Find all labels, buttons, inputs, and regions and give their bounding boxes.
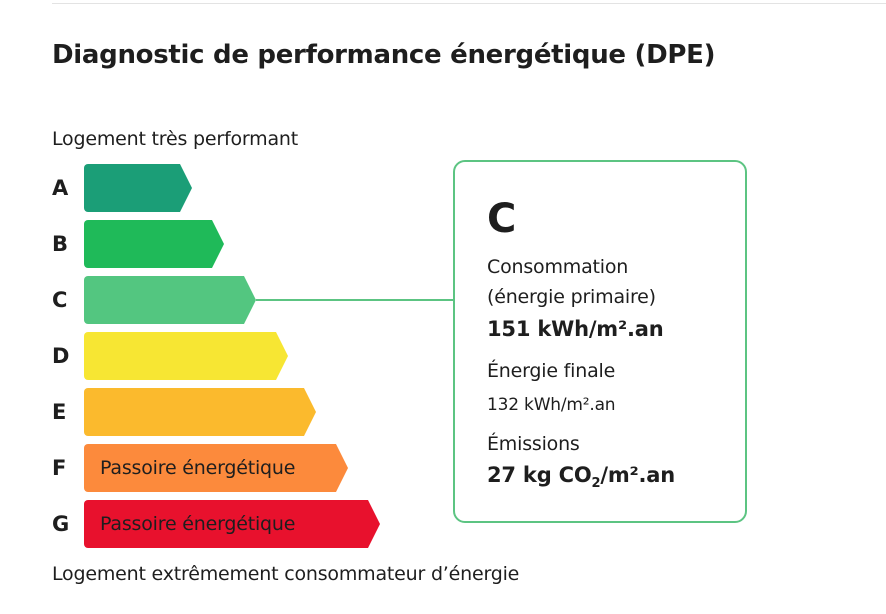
emissions-value-subscript: 2 <box>591 476 601 491</box>
scale-letter: E <box>52 400 67 424</box>
scale-bar-d <box>84 332 288 380</box>
scale-bar-arrow-tip <box>332 444 348 492</box>
scale-bar-arrow-tip <box>240 276 256 324</box>
scale-bar-e <box>84 388 316 436</box>
result-class-letter: C <box>487 196 517 242</box>
consumption-value: 151 kWh/m².an <box>487 317 664 341</box>
scale-letter: D <box>52 344 70 368</box>
emissions-value-prefix: 27 kg CO <box>487 463 592 487</box>
scale-bar-f: Passoire énergétique <box>84 444 348 492</box>
scale-letter: G <box>52 512 70 536</box>
emissions-value-suffix: /m².an <box>600 463 676 487</box>
scale-letter: B <box>52 232 69 256</box>
consumption-label-2: (énergie primaire) <box>487 286 656 308</box>
scale-bar-arrow-tip <box>272 332 288 380</box>
scale-letter: F <box>52 456 67 480</box>
current-class-connector <box>256 299 454 301</box>
scale-bar-label: Passoire énergétique <box>100 513 296 535</box>
scale-bar-g: Passoire énergétique <box>84 500 380 548</box>
scale-letter: C <box>52 288 68 312</box>
top-divider <box>52 3 886 4</box>
scale-top-caption: Logement très performant <box>52 128 299 150</box>
emissions-value: 27 kg CO2/m².an <box>487 463 676 491</box>
scale-bottom-caption: Logement extrêmement consommateur d’éner… <box>52 563 520 585</box>
final-energy-label: Énergie finale <box>487 360 616 382</box>
result-card: C Consommation (énergie primaire) 151 kW… <box>453 160 747 523</box>
scale-bar-arrow-tip <box>208 220 224 268</box>
scale-bar-b <box>84 220 224 268</box>
scale-bar-label: Passoire énergétique <box>100 457 296 479</box>
scale-bar-c <box>84 276 256 324</box>
scale-bar-arrow-tip <box>300 388 316 436</box>
emissions-label: Émissions <box>487 433 580 455</box>
scale-bar-arrow-tip <box>176 164 192 212</box>
page-title: Diagnostic de performance énergétique (D… <box>52 40 716 70</box>
consumption-label-1: Consommation <box>487 256 629 278</box>
scale-bar-arrow-tip <box>364 500 380 548</box>
scale-letter: A <box>52 176 69 200</box>
scale-bar-a <box>84 164 192 212</box>
final-energy-value: 132 kWh/m².an <box>487 395 616 415</box>
